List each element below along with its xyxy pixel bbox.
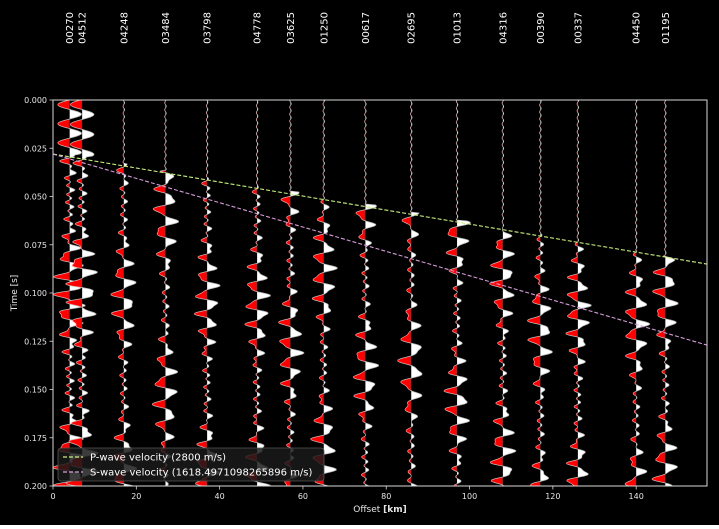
trace-negative-fill (152, 100, 166, 486)
station-label: 01250 (319, 12, 330, 44)
trace-positive-fill (123, 100, 137, 486)
station-label: 01195 (661, 12, 672, 44)
trace-wiggle (110, 100, 138, 486)
y-tick-label: 0.200 (24, 482, 47, 491)
trace-wiggle (278, 100, 305, 486)
x-tick-label: 20 (131, 492, 141, 501)
trace-positive-fill (82, 100, 99, 486)
station-label: 04248 (119, 12, 130, 44)
station-label: 00270 (65, 12, 76, 44)
trace-wiggle (651, 100, 679, 486)
velocity-line-layer (53, 153, 707, 346)
x-tick-label: 0 (50, 492, 55, 501)
station-label: 00617 (361, 12, 372, 44)
y-tick-label: 0.150 (24, 386, 47, 395)
trace-wiggle (244, 100, 272, 486)
seismic-trace (397, 100, 423, 486)
trace-negative-fill (651, 100, 666, 486)
station-label: 04778 (253, 12, 264, 44)
x-tick-label: 80 (381, 492, 391, 501)
station-label: 03484 (161, 12, 172, 44)
station-label: 02695 (407, 12, 418, 44)
trace-negative-fill (194, 100, 208, 486)
seismic-trace (309, 100, 338, 486)
trace-positive-fill (665, 100, 679, 486)
y-tick-label: 0.000 (24, 96, 47, 105)
trace-wiggle (309, 100, 338, 486)
seismic-trace (489, 100, 517, 486)
station-label: 04450 (632, 12, 643, 44)
trace-wiggle (193, 100, 221, 486)
x-tick-label: 40 (215, 492, 225, 501)
station-label: 04512 (78, 12, 89, 44)
trace-wiggle (151, 100, 179, 486)
trace-wiggle (489, 100, 517, 486)
y-tick-label: 0.075 (24, 241, 47, 250)
trace-positive-fill (257, 100, 271, 486)
legend-frame (57, 447, 325, 482)
trace-negative-fill (527, 100, 541, 486)
seismic-trace (110, 100, 138, 486)
station-label: 03625 (286, 12, 297, 44)
trace-wiggle (352, 100, 379, 486)
seismic-trace (624, 100, 651, 486)
trace-wiggle (64, 100, 99, 486)
legend: P-wave velocity (2800 m/s) S-wave veloci… (57, 447, 325, 482)
y-axis-label: Time [s] (10, 275, 20, 313)
legend-s-wave-label: S-wave velocity (1618.4971098265896 m/s) (90, 468, 313, 479)
p-wave-velocity-line (53, 153, 707, 265)
trace-negative-fill (53, 100, 70, 486)
y-tick-label: 0.100 (24, 289, 47, 298)
x-tick-label: 60 (298, 492, 308, 501)
x-axis-label: Offset [km] (353, 505, 407, 515)
seismic-trace (244, 100, 272, 486)
seismic-trace (352, 100, 379, 486)
y-tick-label: 0.125 (24, 337, 47, 346)
trace-wiggle (624, 100, 651, 486)
trace-positive-fill (165, 100, 179, 486)
trace-positive-fill (540, 100, 553, 486)
seismic-trace (278, 100, 305, 486)
seismic-trace (651, 100, 679, 486)
trace-layer (53, 100, 679, 486)
station-label: 01013 (453, 12, 464, 44)
plot-area (53, 100, 707, 486)
seismic-trace (64, 100, 99, 486)
trace-negative-fill (443, 100, 458, 486)
station-label: 00337 (573, 12, 584, 44)
trace-wiggle (443, 100, 471, 486)
y-axis: 0.000 0.025 0.050 0.075 0.100 0.125 0.150 0.175… (24, 96, 53, 491)
trace-wiggle (527, 100, 554, 486)
x-tick-label: 100 (462, 492, 477, 501)
seismic-trace (565, 100, 592, 486)
x-axis: 0 20 40 60 80 100 120 140 (50, 486, 644, 501)
seismic-trace (527, 100, 554, 486)
seismic-trace (151, 100, 179, 486)
station-label: 00390 (536, 12, 547, 44)
y-tick-label: 0.025 (24, 144, 47, 153)
station-labels: 00270 04512 04248 03484 03798 04778 03625 01250… (65, 12, 672, 44)
trace-positive-fill (323, 100, 338, 486)
station-label: 04316 (498, 12, 509, 44)
seismic-trace (443, 100, 471, 486)
y-tick-label: 0.050 (24, 193, 47, 202)
trace-positive-fill (365, 100, 379, 486)
trace-wiggle (565, 100, 592, 486)
legend-p-wave-label: P-wave velocity (2800 m/s) (90, 453, 226, 464)
s-wave-velocity-line (53, 153, 707, 346)
station-label: 03798 (203, 12, 214, 44)
trace-negative-fill (110, 100, 124, 486)
x-tick-label: 140 (629, 492, 644, 501)
seismic-trace (193, 100, 221, 486)
trace-wiggle (397, 100, 423, 486)
y-tick-label: 0.175 (24, 434, 47, 443)
x-tick-label: 120 (545, 492, 560, 501)
trace-negative-fill (624, 100, 637, 486)
